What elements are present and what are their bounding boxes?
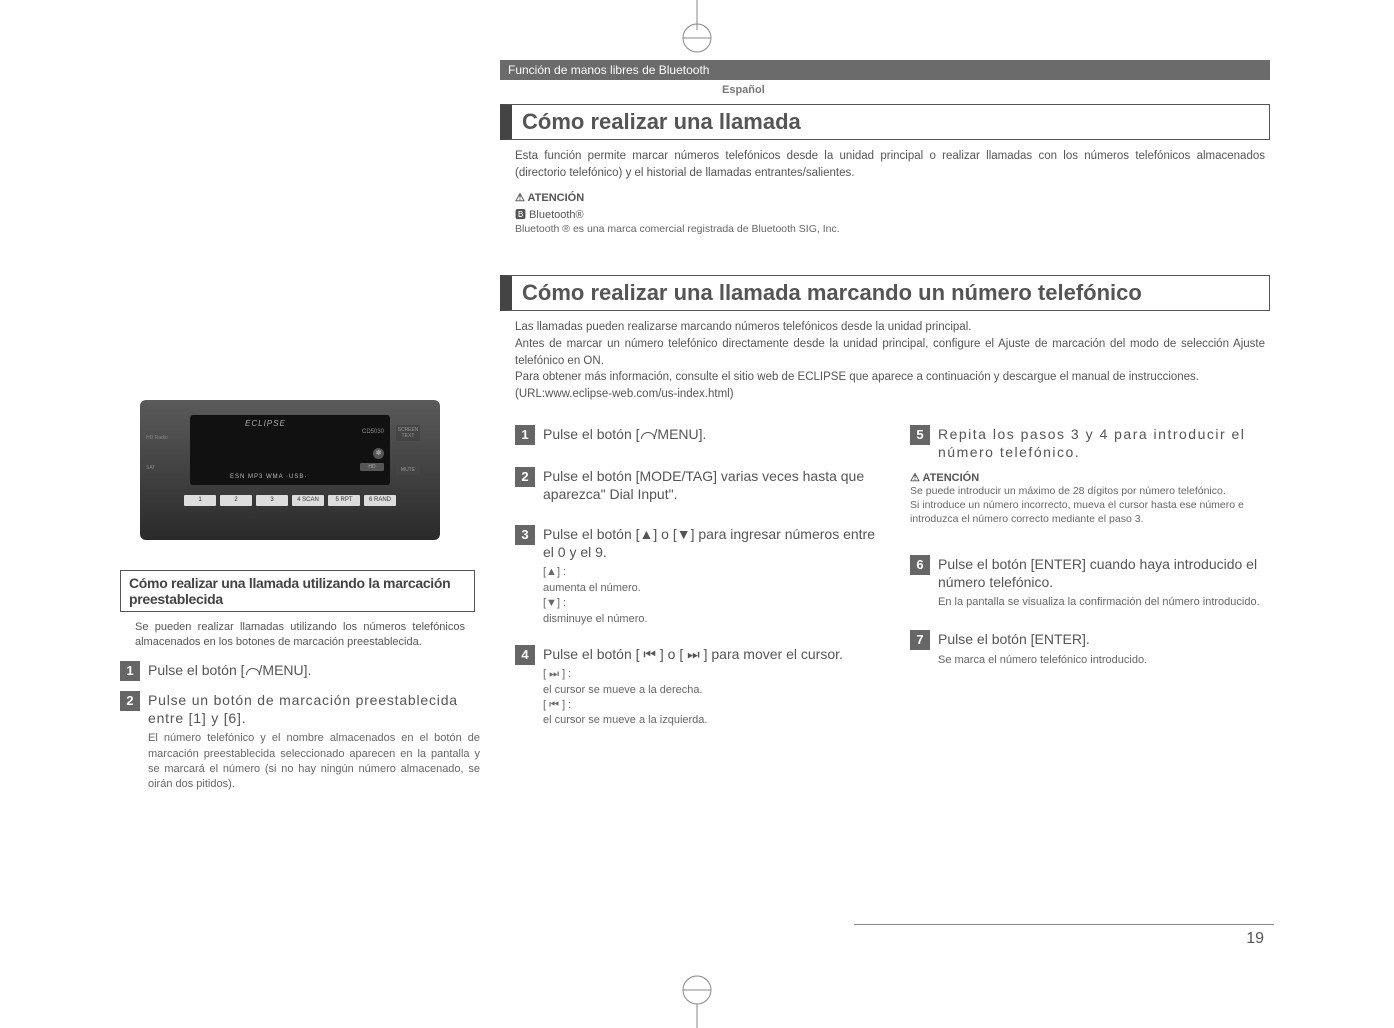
device-brand: ECLIPSE <box>245 419 286 428</box>
step-3: 3 Pulse el botón [▲] o [▼] para ingresar… <box>515 525 880 627</box>
step-text: Pulse el botón [ENTER]. Se marca el núme… <box>938 630 1147 668</box>
language-label: Español <box>722 84 1270 96</box>
chapter-header: Función de manos libres de Bluetooth <box>500 60 1270 80</box>
step6-sub: En la pantalla se visualiza la confirmac… <box>938 595 1275 610</box>
step-number: 3 <box>515 525 535 545</box>
step-text: Pulse el botón [ENTER] cuando haya intro… <box>938 555 1275 611</box>
step-text: Pulse el botón [/MENU]. <box>148 661 311 681</box>
hd-indicator-icon: HD <box>360 463 384 471</box>
step-number: 2 <box>120 691 140 711</box>
step-number: 6 <box>910 555 930 575</box>
s2-url: (URL:www.eclipse-web.com/us-index.html) <box>515 388 734 400</box>
sat-label: SAT <box>146 465 155 471</box>
device-screen: ECLIPSE CD5030 ✽ HD ESN MP3 WMA ·USB· SC… <box>190 415 390 485</box>
step3-sub: [▲] : aumenta el número. [▼] : disminuye… <box>543 565 880 627</box>
attention-label-2: ATENCIÓN <box>910 471 1275 484</box>
preset-button: 1 <box>184 495 216 506</box>
page-content: Función de manos libres de Bluetooth Esp… <box>120 60 1270 729</box>
step-number: 4 <box>515 645 535 665</box>
s2-line1: Las llamadas pueden realizarse marcando … <box>515 321 971 333</box>
bt-indicator-icon: ✽ <box>373 448 384 459</box>
mute-button: MUTE <box>396 465 420 475</box>
step-number: 5 <box>910 425 930 445</box>
step-number: 7 <box>910 630 930 650</box>
device-format-row: ESN MP3 WMA ·USB· <box>230 474 307 480</box>
column-a: 1 Pulse el botón [/MENU]. 2 Pulse el bot… <box>515 415 880 729</box>
left-step-1: 1 Pulse el botón [/MENU]. <box>120 661 480 681</box>
preset-button: 3 <box>256 495 288 506</box>
device-preset-buttons: 1 2 3 4 SCAN 5 RPT 6 RAND <box>155 495 425 506</box>
binding-mark-bottom <box>667 968 727 1028</box>
section-title-2: Cómo realizar una llamada marcando un nú… <box>500 275 1270 311</box>
prev-label: [ ⏮ ] : <box>543 699 571 711</box>
step-7: 7 Pulse el botón [ENTER]. Se marca el nú… <box>910 630 1275 668</box>
step-text: Pulse el botón [MODE/TAG] varias veces h… <box>543 467 880 503</box>
step7-main: Pulse el botón [ENTER]. <box>938 631 1090 647</box>
step-5: 5 Repita los pasos 3 y 4 para introducir… <box>910 425 1275 461</box>
prev-desc: el cursor se mueve a la izquierda. <box>543 714 707 726</box>
left-step-2: 2 Pulse un botón de marcación preestable… <box>120 691 480 793</box>
step-2: 2 Pulse el botón [MODE/TAG] varias veces… <box>515 467 880 503</box>
step4-sub: [ ⏭ ] : el cursor se mueve a la derecha.… <box>543 667 843 729</box>
step-text: Pulse el botón [ ⏮ ] o [ ⏭ ] para mover … <box>543 645 843 729</box>
screen-text-button: SCREEN TEXT <box>396 425 420 441</box>
preset-button: 4 SCAN <box>292 495 324 506</box>
down-desc: disminuye el número. <box>543 613 648 625</box>
left-column: ECLIPSE CD5030 ✽ HD ESN MP3 WMA ·USB· SC… <box>120 400 480 793</box>
up-label: [▲] : <box>543 566 566 578</box>
preset-dial-body: Se pueden realizar llamadas utilizando l… <box>135 620 465 651</box>
step-number: 2 <box>515 467 535 487</box>
step-number: 1 <box>515 425 535 445</box>
up-desc: aumenta el número. <box>543 582 641 594</box>
step-1: 1 Pulse el botón [/MENU]. <box>515 425 880 445</box>
down-label: [▼] : <box>543 597 566 609</box>
next-label: [ ⏭ ] : <box>543 668 571 680</box>
attention-label-1: ATENCIÓN <box>515 191 1270 204</box>
device-model: CD5030 <box>362 429 384 435</box>
left-step2-sub: El número telefónico y el nombre almacen… <box>148 731 480 793</box>
next-desc: el cursor se mueve a la derecha. <box>543 684 703 696</box>
hd-radio-label: HD Radio <box>146 435 168 441</box>
step4-main: Pulse el botón [ ⏮ ] o [ ⏭ ] para mover … <box>543 646 843 662</box>
page-number: 19 <box>1246 930 1264 948</box>
page-number-rule <box>854 924 1274 925</box>
section1-body: Esta función permite marcar números tele… <box>515 148 1265 181</box>
preset-button: 5 RPT <box>328 495 360 506</box>
step-4: 4 Pulse el botón [ ⏮ ] o [ ⏭ ] para move… <box>515 645 880 729</box>
device-illustration: ECLIPSE CD5030 ✽ HD ESN MP3 WMA ·USB· SC… <box>140 400 440 540</box>
step6-main: Pulse el botón [ENTER] cuando haya intro… <box>938 556 1257 590</box>
phone-icon <box>245 666 259 677</box>
bluetooth-logo: 🅱 Bluetooth® <box>515 206 1270 222</box>
s2-line2: Antes de marcar un número telefónico dir… <box>515 338 1265 367</box>
phone-icon <box>640 430 654 441</box>
section2-body: Las llamadas pueden realizarse marcando … <box>515 319 1265 402</box>
left-step2-main: Pulse un botón de marcación preestableci… <box>148 692 458 726</box>
section-title-1: Cómo realizar una llamada <box>500 104 1270 140</box>
column-b: 5 Repita los pasos 3 y 4 para introducir… <box>910 415 1275 729</box>
binding-mark-top <box>667 0 727 60</box>
preset-dial-title: Cómo realizar una llamada utilizando la … <box>120 570 475 612</box>
step7-sub: Se marca el número telefónico introducid… <box>938 653 1147 668</box>
step-text: Pulse el botón [▲] o [▼] para ingresar n… <box>543 525 880 627</box>
attention-note: Se puede introducir un máximo de 28 dígi… <box>910 484 1275 527</box>
preset-button: 2 <box>220 495 252 506</box>
step-text: Repita los pasos 3 y 4 para introducir e… <box>938 425 1275 461</box>
step-number: 1 <box>120 661 140 681</box>
step-6: 6 Pulse el botón [ENTER] cuando haya int… <box>910 555 1275 611</box>
steps-two-column: 1 Pulse el botón [/MENU]. 2 Pulse el bot… <box>515 415 1275 729</box>
step3-main: Pulse el botón [▲] o [▼] para ingresar n… <box>543 526 875 560</box>
preset-button: 6 RAND <box>364 495 396 506</box>
step-text: Pulse el botón [/MENU]. <box>543 425 706 445</box>
s2-line3: Para obtener más información, consulte e… <box>515 371 1199 383</box>
step-text: Pulse un botón de marcación preestableci… <box>148 691 480 793</box>
bluetooth-note: Bluetooth ® es una marca comercial regis… <box>515 223 1270 235</box>
